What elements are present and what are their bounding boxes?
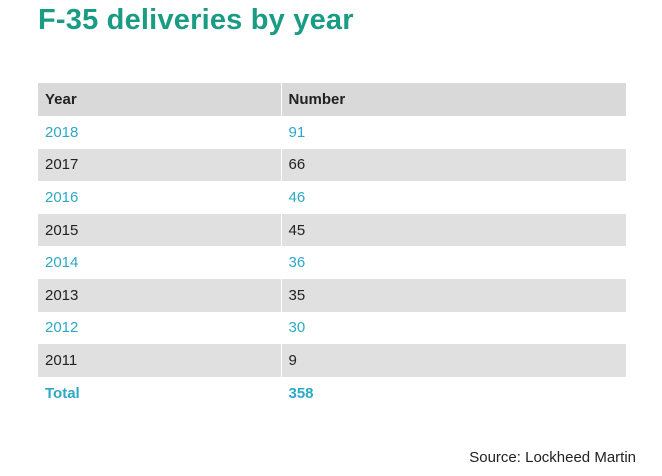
cell-number: 66	[281, 148, 626, 182]
chart-title: F-35 deliveries by year	[38, 4, 354, 36]
cell-year: 2012	[38, 311, 282, 345]
source-note: Source: Lockheed Martin	[469, 449, 636, 466]
total-label: Total	[38, 376, 282, 410]
column-header-year: Year	[38, 83, 282, 116]
table-row: 2011 9	[38, 344, 626, 377]
table-header-row: Year Number	[38, 83, 626, 116]
table-row: 2015 45	[38, 213, 626, 247]
deliveries-table: Year Number 2018 91 2017 66 2016 46 2015…	[38, 83, 626, 410]
cell-number: 36	[281, 246, 626, 279]
cell-year: 2013	[38, 278, 282, 312]
cell-year: 2011	[38, 344, 282, 377]
cell-number: 35	[281, 278, 626, 312]
cell-number: 30	[281, 311, 626, 345]
table-row: 2017 66	[38, 148, 626, 182]
cell-year: 2014	[38, 246, 282, 279]
cell-year: 2018	[38, 116, 282, 149]
column-header-number: Number	[281, 83, 626, 116]
total-value: 358	[281, 376, 626, 410]
cell-number: 45	[281, 213, 626, 247]
table-row: 2014 36	[38, 246, 626, 279]
cell-number: 9	[281, 344, 626, 377]
table-row: 2018 91	[38, 116, 626, 149]
table-row: 2016 46	[38, 181, 626, 214]
cell-year: 2016	[38, 181, 282, 214]
cell-number: 91	[281, 116, 626, 149]
total-row: Total 358	[38, 376, 626, 410]
table-row: 2013 35	[38, 278, 626, 312]
table-row: 2012 30	[38, 311, 626, 345]
cell-number: 46	[281, 181, 626, 214]
cell-year: 2015	[38, 213, 282, 247]
cell-year: 2017	[38, 148, 282, 182]
